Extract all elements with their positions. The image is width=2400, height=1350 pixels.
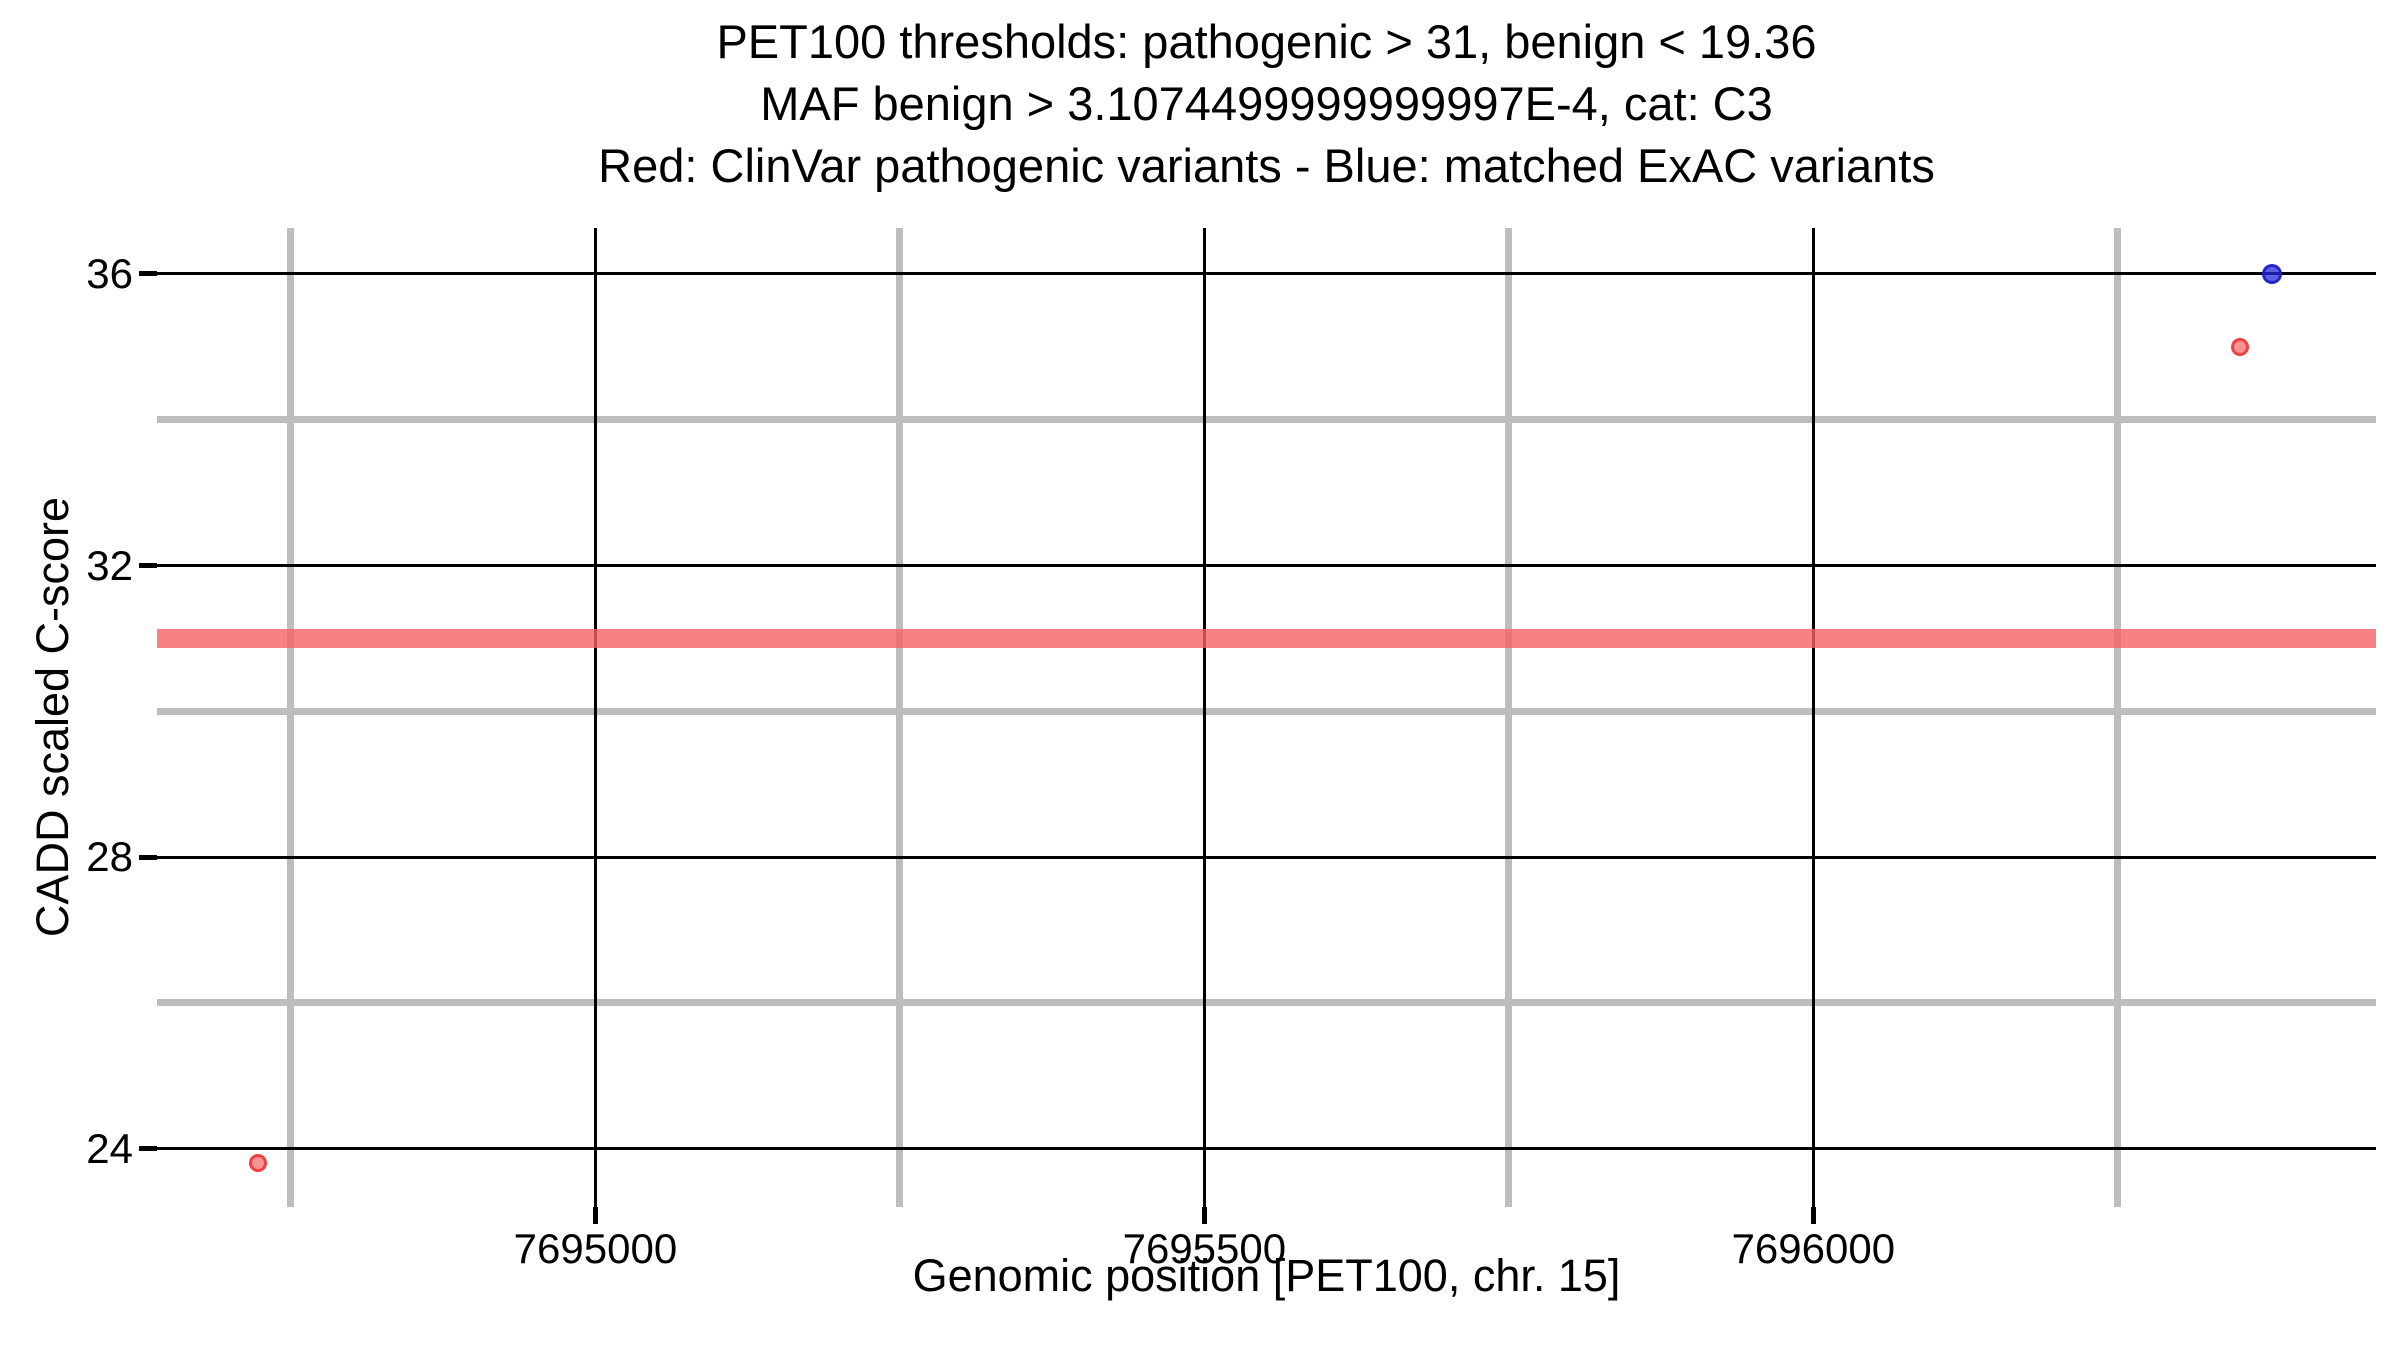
y-tick-mark bbox=[139, 563, 157, 568]
chart-title-line-2: MAF benign > 3.1074499999999997E-4, cat:… bbox=[760, 77, 1773, 130]
y-tick-mark bbox=[139, 1146, 157, 1152]
data-point-exac-matched bbox=[2262, 263, 2283, 284]
y-tick-label: 24 bbox=[86, 1124, 133, 1172]
data-point-clinvar-pathogenic bbox=[249, 1154, 268, 1173]
gridline-x-major bbox=[593, 228, 597, 1207]
x-tick-mark bbox=[1810, 1207, 1816, 1224]
chart-title: PET100 thresholds: pathogenic > 31, beni… bbox=[157, 11, 2376, 197]
x-tick-label: 7695000 bbox=[513, 1225, 678, 1272]
gridline-x-minor bbox=[896, 228, 904, 1207]
gridline-x-minor bbox=[1505, 228, 1513, 1207]
y-tick-label: 36 bbox=[86, 249, 133, 297]
y-tick-label: 32 bbox=[86, 541, 133, 589]
gridline-y-minor bbox=[157, 707, 2376, 715]
chart-title-line-3: Red: ClinVar pathogenic variants - Blue:… bbox=[598, 139, 1935, 192]
x-axis-title: Genomic position [PET100, chr. 15] bbox=[912, 1250, 1621, 1301]
x-tick-mark bbox=[592, 1207, 598, 1224]
gridline-y-major bbox=[157, 855, 2376, 859]
gridline-x-major bbox=[1811, 228, 1815, 1207]
threshold-band bbox=[157, 628, 2376, 648]
gridline-y-major bbox=[157, 564, 2376, 567]
y-tick-label: 28 bbox=[86, 833, 133, 881]
y-tick-mark bbox=[139, 271, 157, 277]
x-tick-mark bbox=[1201, 1207, 1207, 1224]
gridline-y-major bbox=[157, 272, 2376, 276]
x-tick-label: 7695500 bbox=[1122, 1225, 1287, 1272]
chart-title-line-1: PET100 thresholds: pathogenic > 31, beni… bbox=[716, 15, 1817, 68]
y-tick-mark bbox=[139, 854, 157, 860]
gridline-x-minor bbox=[287, 228, 295, 1207]
gridline-y-minor bbox=[157, 999, 2376, 1007]
gridline-x-major bbox=[1202, 228, 1206, 1207]
gridline-x-minor bbox=[2114, 228, 2122, 1207]
gridline-y-major bbox=[157, 1147, 2376, 1151]
gridline-y-minor bbox=[157, 416, 2376, 424]
data-point-clinvar-pathogenic bbox=[2230, 337, 2249, 356]
x-tick-label: 7696000 bbox=[1731, 1225, 1896, 1272]
